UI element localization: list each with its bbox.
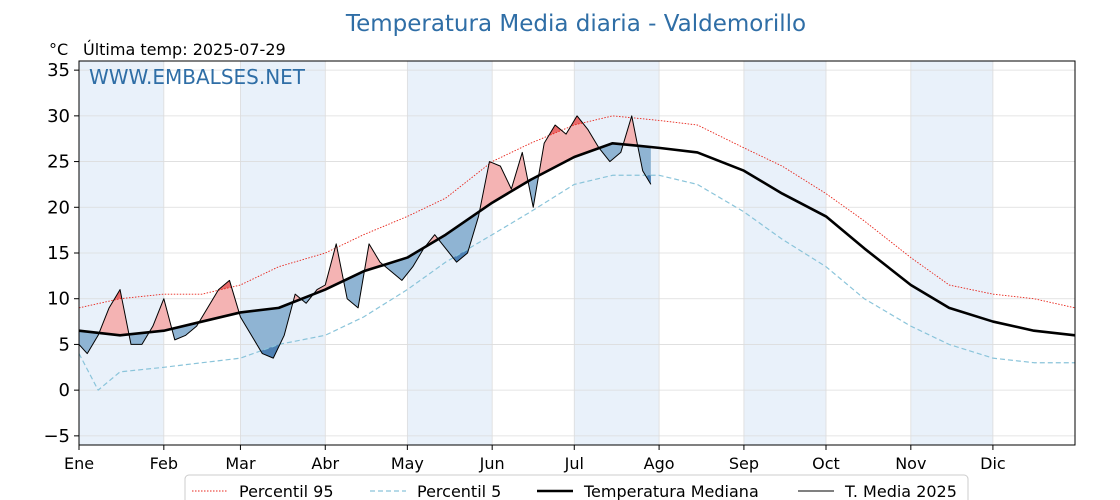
x-tick-label: Nov bbox=[895, 454, 926, 473]
series-line-percentil-95 bbox=[78, 115, 1076, 309]
series-line-t-media-2025 bbox=[78, 115, 652, 359]
fill-below-p5 bbox=[453, 249, 468, 263]
y-tick-label: −5 bbox=[43, 426, 70, 447]
fill-below-median bbox=[638, 145, 651, 185]
x-tick-label: Jun bbox=[479, 454, 505, 473]
y-tick-label: 30 bbox=[47, 106, 70, 127]
y-tick-label: 35 bbox=[47, 60, 70, 81]
fill-below-median bbox=[240, 299, 294, 359]
fill-above-p95 bbox=[571, 115, 583, 127]
x-tick-label: Ago bbox=[644, 454, 675, 473]
legend-label-t-media-2025: T. Media 2025 bbox=[844, 482, 957, 500]
anomaly-fills bbox=[79, 115, 651, 359]
fill-below-median bbox=[79, 330, 100, 354]
legend-label-temperatura-mediana: Temperatura Mediana bbox=[583, 482, 759, 500]
fill-below-median bbox=[384, 246, 426, 281]
legend: Percentil 95 Percentil 5 Temperatura Media… bbox=[184, 474, 969, 500]
grid bbox=[78, 61, 1075, 445]
x-tick-label: Ene bbox=[64, 454, 94, 473]
y-tick-label: 10 bbox=[47, 289, 70, 310]
legend-label-percentil-95: Percentil 95 bbox=[239, 482, 334, 500]
x-tick-label: Abr bbox=[311, 454, 339, 473]
watermark: WWW.EMBALSES.NET bbox=[89, 65, 306, 89]
x-tick-label: Sep bbox=[729, 454, 759, 473]
legend-label-percentil-5: Percentil 5 bbox=[417, 482, 501, 500]
fill-below-median bbox=[172, 321, 200, 340]
fill-above-median bbox=[150, 298, 173, 333]
last-temp-label: Última temp: 2025-07-29 bbox=[83, 40, 286, 59]
y-axis: −5 0 5 10 15 20 25 30 35 bbox=[43, 60, 79, 447]
series-lines bbox=[78, 115, 1076, 391]
fill-below-median bbox=[600, 143, 624, 162]
y-tick-label: 5 bbox=[59, 334, 70, 355]
x-tick-label: Jul bbox=[564, 454, 584, 473]
series-line-temperatura-mediana bbox=[78, 141, 1076, 337]
fill-above-p95 bbox=[114, 289, 122, 300]
y-tick-label: 20 bbox=[47, 197, 70, 218]
fill-above-median bbox=[199, 280, 241, 323]
x-tick-label: May bbox=[391, 454, 424, 473]
fill-below-median bbox=[438, 209, 480, 263]
y-tick-label: 15 bbox=[47, 243, 70, 264]
y-unit-label: °C bbox=[49, 40, 68, 59]
series-line-percentil-5 bbox=[78, 174, 1075, 391]
x-tick-label: Oct bbox=[812, 454, 840, 473]
chart-title: Temperatura Media diaria - Valdemorillo bbox=[345, 11, 806, 37]
x-axis: Ene Feb Mar Abr May Jun Jul Ago Sep Oct Nov Dic bbox=[64, 445, 1006, 473]
fill-above-median bbox=[364, 243, 385, 271]
x-tick-label: Dic bbox=[980, 454, 1006, 473]
y-tick-label: 25 bbox=[47, 152, 70, 173]
legend-box bbox=[184, 474, 969, 500]
y-tick-label: 0 bbox=[59, 380, 70, 401]
fill-above-median bbox=[623, 115, 639, 151]
fill-below-median bbox=[344, 267, 365, 308]
x-tick-label: Feb bbox=[150, 454, 178, 473]
fill-below-median bbox=[529, 175, 539, 208]
fill-above-median bbox=[479, 152, 530, 212]
x-tick-label: Mar bbox=[225, 454, 256, 473]
fill-above-median bbox=[314, 243, 345, 294]
